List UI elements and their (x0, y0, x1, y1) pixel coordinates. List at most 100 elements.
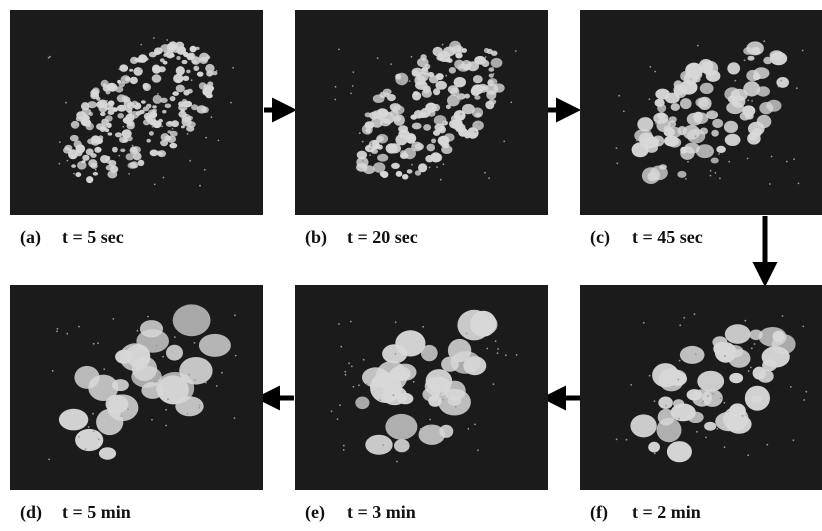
speck (377, 57, 379, 59)
speck (362, 160, 364, 162)
particle (665, 93, 680, 104)
particle (449, 67, 456, 74)
particle (183, 76, 190, 81)
speck (383, 444, 385, 446)
particle (167, 130, 171, 133)
particle (176, 85, 185, 93)
speck (122, 126, 124, 128)
particle (86, 176, 93, 183)
speck (802, 326, 804, 328)
speck (771, 156, 773, 158)
particle (455, 53, 462, 59)
particle (727, 415, 752, 434)
speck (153, 37, 155, 39)
speck (724, 402, 726, 404)
particle (711, 130, 719, 137)
particle (96, 101, 105, 108)
panel-letter: (c) (590, 227, 610, 248)
speck (204, 169, 206, 171)
speck (396, 461, 398, 463)
speck (715, 172, 717, 174)
speck (782, 315, 784, 317)
particle (462, 48, 467, 53)
particle (150, 150, 159, 157)
speck (474, 424, 476, 426)
particle (362, 124, 373, 134)
speck (497, 352, 499, 354)
speck (66, 333, 68, 335)
particle (389, 143, 401, 153)
particle (86, 123, 90, 127)
particle (100, 112, 106, 116)
particle (93, 172, 98, 176)
speck (802, 50, 804, 52)
particle (138, 160, 145, 166)
particle (428, 395, 442, 407)
speck (132, 145, 134, 147)
speck (340, 346, 342, 348)
particle (489, 99, 497, 104)
speck (683, 317, 685, 319)
particle (75, 172, 81, 177)
speck (720, 397, 722, 399)
particle (417, 58, 429, 67)
particle (96, 409, 123, 435)
speck (709, 151, 711, 153)
particle (652, 363, 679, 387)
particle (373, 94, 385, 103)
speck (695, 353, 697, 355)
speck (339, 404, 341, 406)
particle (680, 346, 705, 364)
speck (763, 40, 765, 42)
particle (122, 95, 129, 102)
particle (421, 345, 438, 361)
particle (680, 71, 691, 81)
speck (626, 439, 628, 441)
speck (479, 123, 481, 125)
speck (409, 80, 411, 82)
speck (440, 179, 442, 181)
particle (182, 60, 188, 64)
panel (10, 285, 263, 490)
particle (441, 145, 452, 154)
speck (234, 314, 236, 316)
speck (654, 400, 656, 402)
particle (471, 86, 481, 96)
speck (166, 39, 168, 41)
speck (128, 173, 130, 175)
speck (65, 102, 67, 104)
particle (729, 373, 743, 383)
speck (103, 368, 105, 370)
speck (134, 103, 136, 105)
particle (414, 110, 424, 119)
speck (695, 135, 697, 137)
speck (93, 343, 95, 345)
particle (131, 148, 136, 153)
particle (100, 155, 109, 163)
speck (118, 155, 120, 157)
particle (149, 131, 154, 136)
particle (120, 149, 125, 153)
speck (337, 418, 339, 420)
speck (205, 137, 207, 139)
particle (199, 57, 208, 64)
speck (151, 419, 153, 421)
speck (485, 56, 487, 58)
speck (803, 399, 805, 401)
particle (207, 85, 214, 91)
speck (679, 360, 681, 362)
particle (413, 91, 419, 95)
speck (630, 384, 632, 386)
speck (335, 86, 337, 88)
particle (749, 330, 762, 341)
speck (152, 126, 154, 128)
particle (472, 107, 483, 117)
particle (402, 174, 408, 180)
speck (699, 137, 701, 139)
particle (667, 441, 692, 462)
speck (157, 93, 159, 95)
speck (52, 370, 54, 372)
particle (394, 439, 410, 452)
speck (694, 313, 696, 315)
panel (580, 285, 822, 490)
